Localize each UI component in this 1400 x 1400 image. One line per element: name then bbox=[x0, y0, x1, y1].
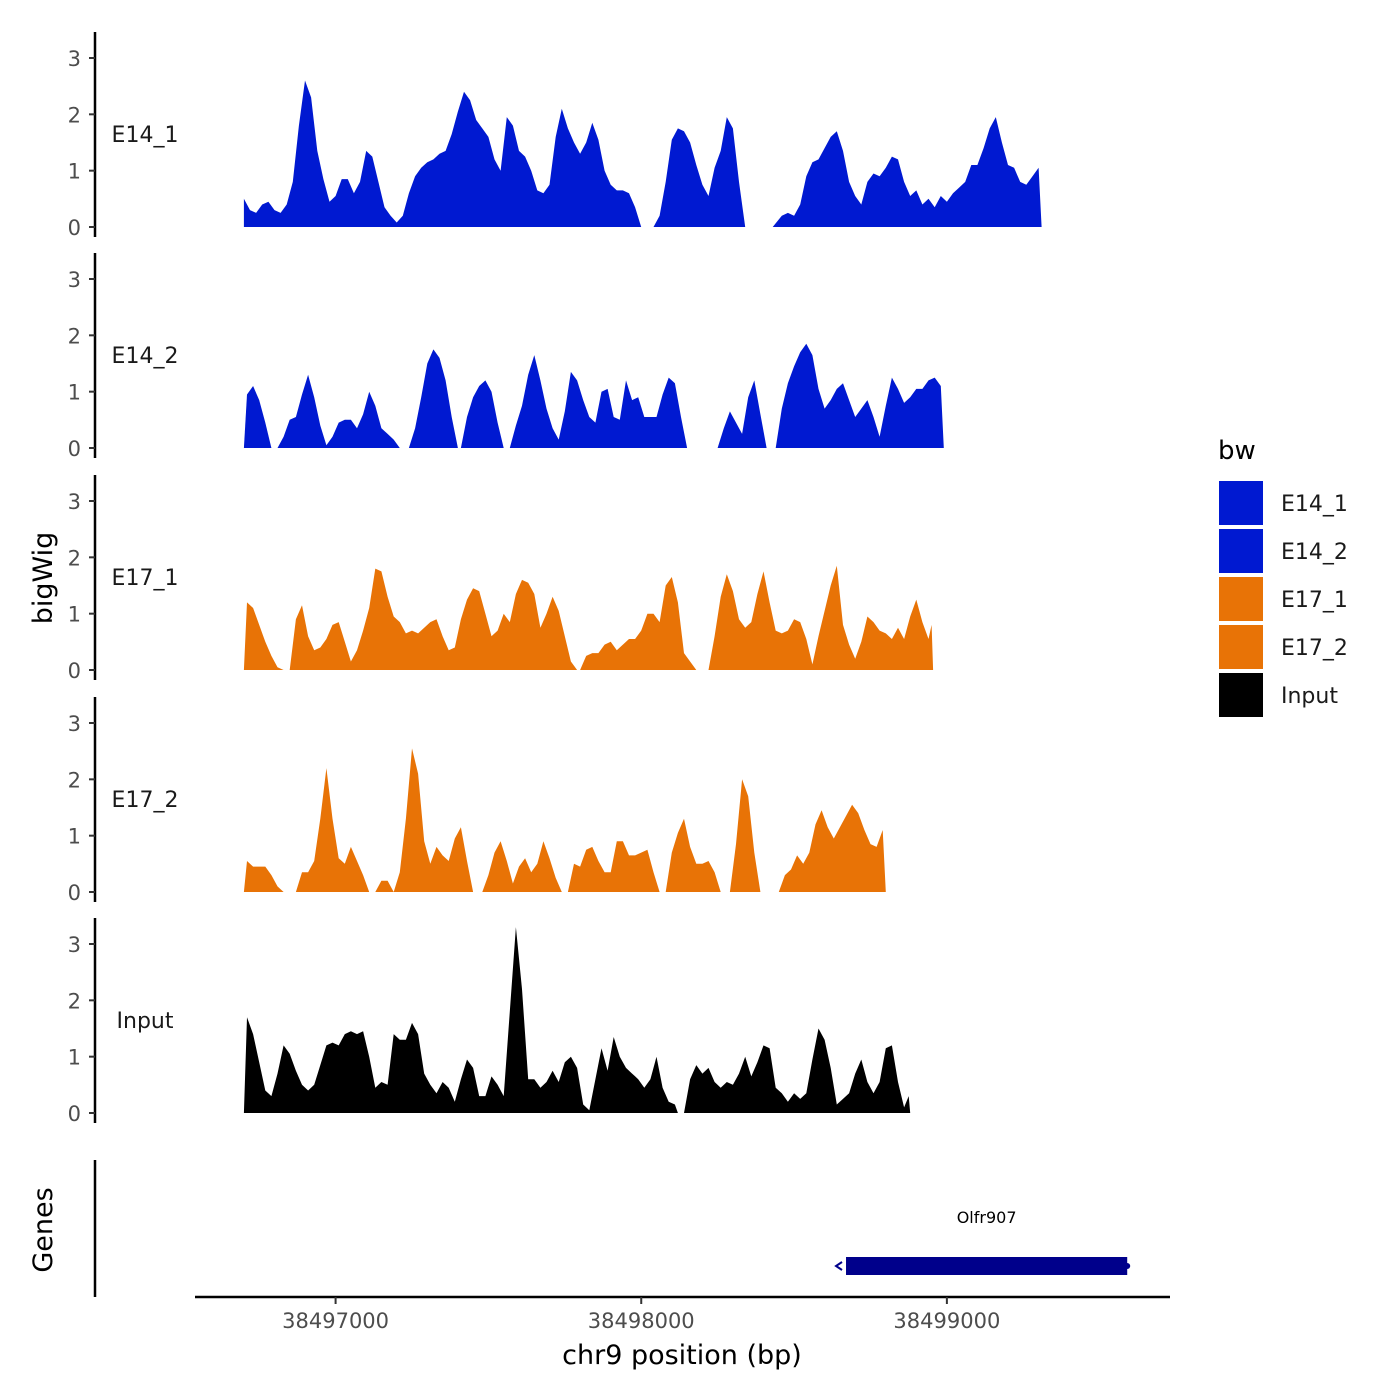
y-tick-label: 2 bbox=[68, 103, 81, 127]
y-tick-label: 0 bbox=[68, 437, 81, 461]
genes-axis-title: Genes bbox=[28, 1187, 59, 1272]
y-tick-label: 1 bbox=[68, 603, 81, 627]
area-E14_2-segment-6 bbox=[775, 343, 944, 448]
area-E17_2-segment-1 bbox=[295, 768, 370, 892]
legend-swatch bbox=[1219, 481, 1263, 525]
y-tick-label: 3 bbox=[68, 712, 81, 736]
y-tick-label: 3 bbox=[68, 490, 81, 514]
legend-swatch bbox=[1219, 673, 1263, 717]
area-E14_1-segment-2 bbox=[772, 117, 1042, 227]
legend-item-E17_2: E17_2 bbox=[1219, 625, 1348, 669]
area-E17_2-segment-5 bbox=[665, 818, 721, 892]
y-tick-label: 2 bbox=[68, 546, 81, 570]
y-axis-title: bigWig bbox=[28, 532, 59, 625]
track-panel-Input: 0 1 2 3 Input bbox=[68, 918, 911, 1126]
legend-title: bw bbox=[1218, 436, 1256, 466]
y-tick-label: 0 bbox=[68, 1102, 81, 1126]
x-axis: 38497000 38498000 38499000 bbox=[195, 1295, 1170, 1333]
y-tick-label: 0 bbox=[68, 659, 81, 683]
y-tick-label: 1 bbox=[68, 1046, 81, 1070]
y-tick-label: 2 bbox=[68, 989, 81, 1013]
x-tick-label: 38498000 bbox=[588, 1309, 695, 1333]
legend-label: Input bbox=[1281, 684, 1338, 709]
y-tick-label: 3 bbox=[68, 933, 81, 957]
area-E17_2-segment-6 bbox=[729, 779, 761, 892]
legend: bw E14_1 E14_2 E17_1 E17_2 Input bbox=[1218, 436, 1348, 717]
x-tick-label: 38497000 bbox=[282, 1309, 389, 1333]
y-tick-label: 2 bbox=[68, 324, 81, 348]
area-E17_1-segment-1 bbox=[289, 568, 578, 670]
legend-swatch bbox=[1219, 529, 1263, 573]
gene-body bbox=[846, 1257, 1128, 1275]
area-E14_2-segment-0 bbox=[243, 386, 272, 448]
area-E17_2-segment-4 bbox=[567, 841, 660, 892]
track-panel-E14_1: 0 1 2 3 E14_1 bbox=[68, 32, 1042, 240]
genes-axis-title-text: Genes bbox=[28, 1187, 59, 1272]
area-E17_1-segment-0 bbox=[243, 602, 284, 670]
y-tick-label: 2 bbox=[68, 768, 81, 792]
area-E14_2-segment-3 bbox=[460, 380, 504, 448]
legend-swatch bbox=[1219, 625, 1263, 669]
area-E14_1-segment-1 bbox=[653, 117, 746, 227]
legend-item-E17_1: E17_1 bbox=[1219, 577, 1348, 621]
gene-strand-arrow bbox=[834, 1261, 843, 1271]
track-label: E14_2 bbox=[112, 344, 179, 369]
y-tick-label: 1 bbox=[68, 381, 81, 405]
track-label: E17_1 bbox=[112, 566, 179, 591]
legend-item-E14_2: E14_2 bbox=[1219, 529, 1348, 573]
area-E17_2-segment-7 bbox=[778, 804, 886, 892]
y-tick-label: 0 bbox=[68, 881, 81, 905]
legend-label: E14_1 bbox=[1281, 492, 1348, 517]
area-E17_1-segment-2 bbox=[580, 577, 697, 670]
area-Input-segment-1 bbox=[684, 1028, 911, 1113]
track-panels: 0 1 2 3 E14_1 0 1 2 3 E14_2 0 1 2 3 E17_1 0 1 2 3 E17_2 0 1 2 3… bbox=[68, 32, 1042, 1126]
y-tick-label: 3 bbox=[68, 47, 81, 71]
y-tick-label: 3 bbox=[68, 268, 81, 292]
track-panel-E14_2: 0 1 2 3 E14_2 bbox=[68, 253, 944, 461]
area-E17_2-segment-0 bbox=[243, 861, 284, 892]
genes-panel: Olfr907 bbox=[93, 1160, 1131, 1297]
gene-label: Olfr907 bbox=[957, 1208, 1017, 1227]
area-E14_2-segment-5 bbox=[717, 380, 767, 448]
legend-label: E17_2 bbox=[1281, 636, 1348, 661]
area-E14_2-segment-2 bbox=[408, 349, 458, 448]
x-axis-title: chr9 position (bp) bbox=[562, 1340, 802, 1371]
gene-end-marker bbox=[1124, 1263, 1131, 1269]
legend-item-E14_1: E14_1 bbox=[1219, 481, 1348, 525]
legend-label: E14_2 bbox=[1281, 540, 1348, 565]
area-E14_1-segment-0 bbox=[243, 80, 642, 227]
area-E17_2-segment-3 bbox=[482, 841, 562, 892]
legend-swatch bbox=[1219, 577, 1263, 621]
legend-label: E17_1 bbox=[1281, 588, 1348, 613]
area-E17_1-segment-3 bbox=[708, 565, 934, 670]
area-E14_2-segment-4 bbox=[509, 355, 688, 448]
legend-item-Input: Input bbox=[1219, 673, 1338, 717]
area-E14_2-segment-1 bbox=[277, 374, 400, 448]
y-tick-label: 1 bbox=[68, 825, 81, 849]
track-label: Input bbox=[117, 1009, 174, 1034]
track-panel-E17_2: 0 1 2 3 E17_2 bbox=[68, 697, 886, 905]
area-Input-segment-0 bbox=[243, 927, 678, 1113]
track-label: E17_2 bbox=[112, 788, 179, 813]
y-tick-label: 0 bbox=[68, 216, 81, 240]
area-E17_2-segment-2 bbox=[375, 748, 474, 892]
track-label: E14_1 bbox=[112, 123, 179, 148]
track-panel-E17_1: 0 1 2 3 E17_1 bbox=[68, 475, 934, 683]
x-tick-label: 38499000 bbox=[893, 1309, 1000, 1333]
y-tick-label: 1 bbox=[68, 160, 81, 184]
y-axis-title-text: bigWig bbox=[28, 532, 59, 625]
